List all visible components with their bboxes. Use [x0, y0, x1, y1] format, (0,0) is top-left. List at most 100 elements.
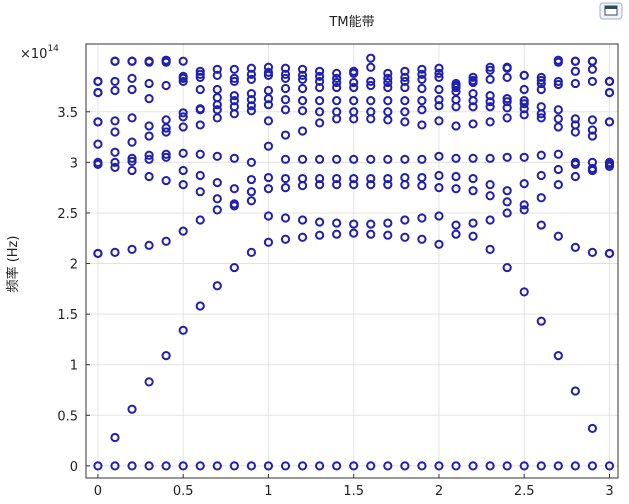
data-point [587, 461, 598, 471]
data-point [417, 213, 427, 223]
data-point [519, 179, 529, 189]
data-point [127, 56, 137, 66]
data-point [110, 147, 120, 157]
data-point [587, 163, 598, 174]
data-point [263, 211, 274, 221]
data-point [400, 66, 410, 76]
data-point [553, 164, 563, 175]
data-point [553, 122, 563, 132]
data-point [349, 173, 359, 184]
data-point [178, 122, 188, 132]
y-exponent: ×1014 [20, 44, 59, 62]
data-point [400, 82, 410, 93]
data-point [280, 73, 291, 83]
data-point [451, 220, 461, 230]
data-point [178, 71, 188, 81]
data-point [417, 234, 427, 244]
data-point [366, 461, 376, 471]
data-point [434, 239, 444, 249]
data-point [417, 172, 427, 183]
y-axis-label: 频率 (Hz) [5, 236, 21, 293]
y-tick-label: 0.5 [57, 409, 78, 424]
data-point [280, 461, 291, 471]
y-axis-ticks: 0 0.5 1 1.5 2 2.5 3 3.5 [57, 106, 90, 475]
data-point [229, 96, 239, 106]
data-point [297, 64, 308, 74]
y-tick-label: 3.5 [57, 106, 78, 121]
data-point [468, 119, 478, 129]
data-point [144, 240, 154, 250]
data-point [332, 68, 342, 78]
data-point [212, 64, 222, 74]
data-point [366, 107, 376, 117]
data-point [434, 170, 444, 181]
data-point [280, 234, 291, 244]
data-point [178, 325, 188, 335]
data-point [161, 175, 171, 186]
data-point [280, 130, 291, 140]
data-point [315, 107, 325, 117]
data-point [246, 461, 256, 471]
data-point [519, 96, 529, 106]
data-point [468, 218, 478, 228]
data-point [195, 72, 205, 82]
data-point [366, 96, 376, 106]
data-point [297, 173, 308, 184]
data-point [451, 78, 461, 89]
grid-lines [86, 44, 618, 478]
data-point [570, 56, 580, 66]
data-point [485, 65, 495, 75]
data-point [178, 76, 188, 87]
data-point [604, 461, 615, 471]
data-point [502, 197, 512, 207]
data-point [297, 215, 308, 225]
data-point [212, 205, 222, 215]
data-point [434, 84, 444, 95]
data-point [161, 127, 171, 137]
y-tick-label: 0 [70, 460, 78, 475]
data-point [536, 113, 546, 123]
data-point [297, 232, 308, 242]
x-tick-label: 1.5 [343, 484, 364, 499]
data-point [246, 157, 256, 167]
data-point [110, 116, 120, 126]
data-point [263, 237, 274, 247]
data-point [349, 154, 359, 164]
data-point [297, 83, 308, 94]
data-point [280, 183, 291, 193]
data-point [161, 350, 171, 361]
data-point [263, 184, 274, 194]
data-point [144, 154, 154, 164]
y-tick-label: 1 [70, 359, 78, 374]
data-point [144, 78, 154, 89]
data-point [332, 154, 342, 164]
data-point [178, 165, 188, 176]
data-point [161, 55, 171, 65]
data-point [502, 72, 512, 82]
data-point [553, 149, 563, 159]
data-point [127, 73, 137, 83]
data-point [315, 217, 325, 227]
data-point [93, 76, 103, 87]
data-point [553, 461, 563, 471]
data-point [587, 115, 598, 125]
data-point [400, 96, 410, 106]
data-point [332, 73, 342, 83]
data-point [195, 301, 205, 311]
data-point [366, 53, 376, 63]
data-point [161, 115, 171, 125]
data-point [417, 154, 427, 164]
y-tick-label: 2 [70, 258, 78, 273]
data-point [434, 211, 444, 221]
data-points [93, 53, 615, 471]
data-point [570, 386, 580, 396]
data-point [212, 194, 222, 204]
data-point [297, 126, 308, 136]
data-point [212, 177, 222, 188]
data-point [383, 218, 393, 228]
window-button[interactable] [599, 2, 623, 20]
data-point [144, 94, 154, 104]
data-point [110, 56, 120, 66]
data-point [178, 180, 188, 190]
data-point [161, 152, 171, 162]
